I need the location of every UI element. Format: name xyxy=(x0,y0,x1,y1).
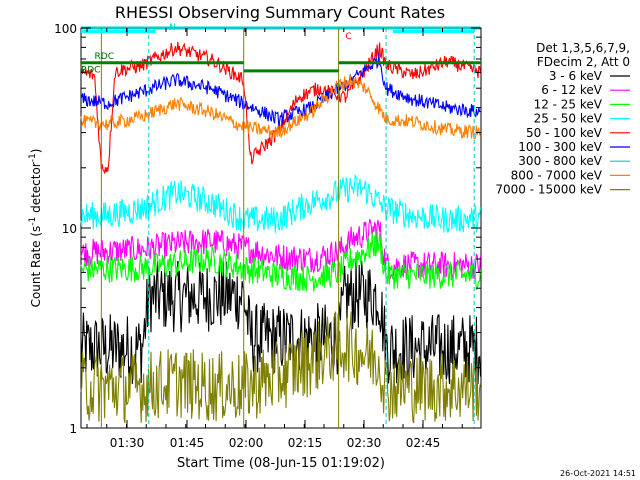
legend-label-8: 7000 - 15000 keV xyxy=(495,183,602,197)
y-axis-label: Count Rate (s-1 detector-1) xyxy=(28,149,43,308)
y-axis-label-sup: -1 xyxy=(28,217,38,226)
x-tick-label-2: 02:00 xyxy=(229,436,264,450)
legend-header-2: FDecim 2, Att 0 xyxy=(537,55,630,69)
legend: Det 1,3,5,6,7,9, FDecim 2, Att 0 3 - 6 k… xyxy=(495,41,630,197)
series-line-0 xyxy=(80,259,482,385)
series-line-8 xyxy=(80,311,482,424)
series-line-2 xyxy=(80,230,482,292)
legend-label-0: 3 - 6 keV xyxy=(549,69,603,83)
y-tick-label-0: 1 xyxy=(69,422,77,436)
timestamp: 26-Oct-2021 14:51 xyxy=(560,469,636,478)
annotation-3: C xyxy=(345,32,351,42)
x-axis-label: Start Time (08-Jun-15 01:19:02) xyxy=(177,456,385,471)
series-line-1 xyxy=(80,218,482,281)
annotation-0: N xyxy=(169,23,176,33)
y-axis-label-end: ) xyxy=(29,149,43,154)
y-axis-label-tail: detector xyxy=(29,162,43,217)
x-tick-label-5: 02:45 xyxy=(406,436,441,450)
legend-label-7: 800 - 7000 keV xyxy=(511,168,603,182)
x-tick-label-3: 02:15 xyxy=(288,436,323,450)
y-axis-label-sup2: -1 xyxy=(28,153,38,162)
legend-label-1: 6 - 12 keV xyxy=(541,83,603,97)
annotation-1: RDC xyxy=(95,52,114,62)
legend-label-6: 300 - 800 keV xyxy=(518,154,602,168)
x-tick-label-4: 02:30 xyxy=(347,436,382,450)
legend-header-1: Det 1,3,5,6,7,9, xyxy=(536,41,630,55)
series-line-3 xyxy=(80,174,482,233)
legend-label-3: 25 - 50 keV xyxy=(534,112,603,126)
legend-label-4: 50 - 100 keV xyxy=(526,126,603,140)
chart-title: RHESSI Observing Summary Count Rates xyxy=(115,3,445,22)
axis-layer: 01:30 01:45 02:00 02:15 02:30 02:45 1 10 100 xyxy=(54,22,481,450)
y-tick-label-1: 10 xyxy=(62,222,77,236)
series-line-7 xyxy=(80,75,482,140)
y-axis-label-main: Count Rate (s xyxy=(29,226,43,308)
legend-label-5: 100 - 300 keV xyxy=(518,140,602,154)
legend-label-2: 12 - 25 keV xyxy=(534,97,603,111)
annotation-2: RDC xyxy=(81,65,100,75)
series-layer xyxy=(80,26,482,424)
x-tick-label-1: 01:45 xyxy=(170,436,205,450)
series-line-5 xyxy=(80,52,481,126)
x-tick-label-0: 01:30 xyxy=(110,436,145,450)
y-tick-label-2: 100 xyxy=(54,22,77,36)
